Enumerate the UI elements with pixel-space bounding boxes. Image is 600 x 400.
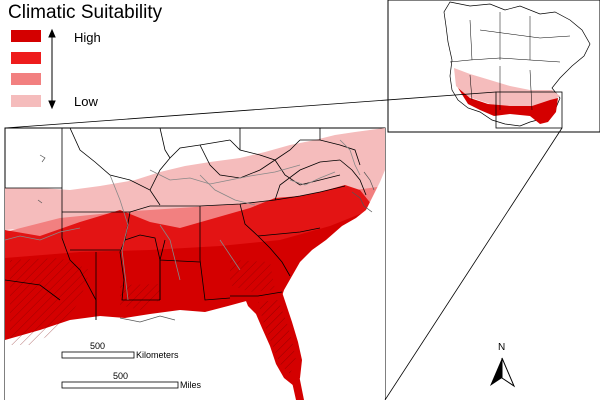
overview-high-zone [458, 88, 558, 124]
scale-bar-miles [61, 381, 179, 389]
legend-swatch-2 [11, 52, 41, 64]
scale-bar-km [61, 351, 135, 359]
hatched-area-louisiana [120, 284, 160, 310]
legend-swatch-3 [11, 73, 41, 85]
north-arrow-icon [490, 357, 516, 388]
north-label: N [498, 342, 506, 353]
overview-map [443, 1, 591, 129]
rivers [5, 139, 361, 301]
legend-swatch-4 [11, 95, 41, 107]
scale-mi-value: 500 [113, 371, 129, 381]
overview-extent-box [495, 91, 563, 129]
main-map [5, 128, 385, 400]
legend-swatch-1 [11, 30, 41, 42]
legend-title: Climatic Suitability [8, 2, 163, 23]
inset-connector-left [4, 91, 497, 129]
scale-mi-unit: Miles [180, 380, 202, 390]
gulf-of-mexico [5, 300, 296, 400]
overview-boundaries [449, 12, 571, 111]
inset-connector-right [384, 127, 563, 400]
scale-km-value: 500 [90, 341, 106, 351]
florida-hatch [258, 300, 296, 374]
coastline [37, 154, 375, 323]
hatched-area-georgia [230, 260, 275, 292]
overview-low-zone [454, 68, 560, 108]
legend-gradient-arrow [48, 28, 56, 110]
atlantic-ocean [280, 128, 385, 400]
hatched-area-texas [10, 258, 90, 345]
legend-low-label: Low [74, 94, 98, 109]
scale-km-unit: Kilometers [136, 350, 179, 360]
legend-high-label: High [74, 30, 101, 45]
